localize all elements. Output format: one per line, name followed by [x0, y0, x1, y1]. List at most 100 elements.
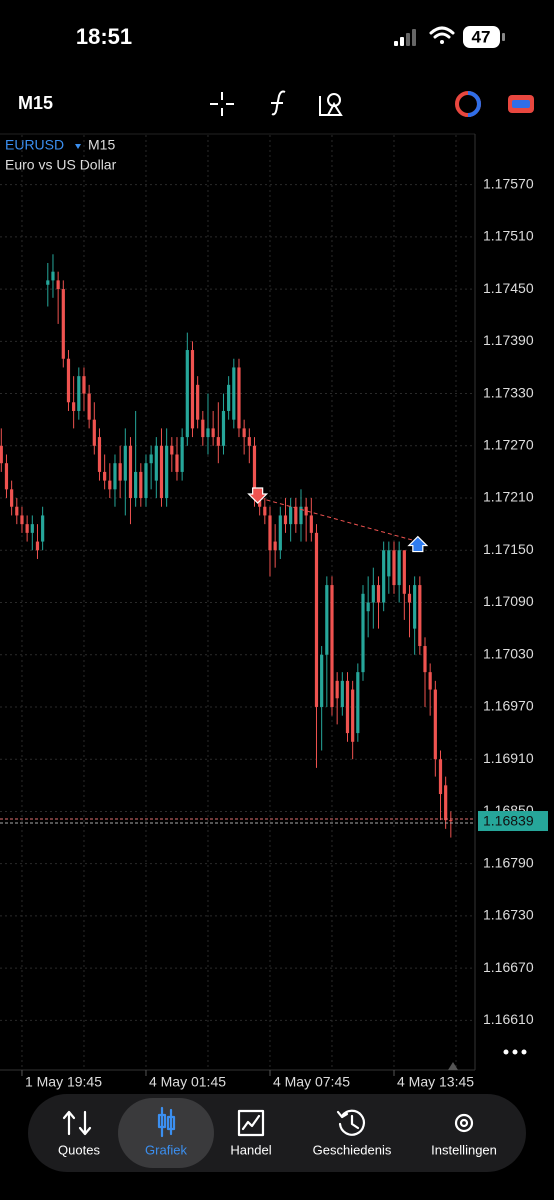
candle-body: [4, 463, 9, 490]
candle-body: [335, 680, 339, 699]
candle-body: [46, 280, 50, 285]
x-tick-label: 4 May 01:45: [149, 1074, 226, 1090]
candle-body: [309, 515, 313, 533]
candle-body: [444, 785, 448, 821]
symbol-description: Euro vs US Dollar: [5, 157, 117, 173]
candle-body: [66, 358, 71, 403]
candle-body: [77, 376, 81, 411]
tab-items: Quotes Grafiek Handel Geschiedenis Instellin…: [58, 1098, 497, 1168]
candle-body: [108, 480, 112, 490]
candle-body: [134, 471, 138, 499]
candle-body: [407, 593, 412, 603]
objects-button[interactable]: [319, 93, 343, 116]
battery-level: 47: [472, 27, 491, 46]
tab-icon[interactable]: [62, 1110, 92, 1136]
y-tick-label: 1.16670: [483, 959, 534, 975]
y-tick-label: 1.17510: [483, 228, 534, 244]
candle-body: [273, 541, 277, 551]
candle-body: [51, 271, 55, 281]
candle-body: [449, 820, 453, 822]
candle-body: [61, 289, 65, 359]
tab-label[interactable]: Geschiedenis: [313, 1142, 392, 1157]
candle-body: [252, 445, 257, 499]
candle-body: [330, 585, 334, 707]
candle-body: [433, 689, 437, 760]
chart-timeframe: M15: [88, 137, 115, 153]
sell-arrow: [247, 487, 269, 504]
buy-arrow: [407, 535, 429, 553]
candle-body: [304, 506, 308, 516]
candle-body: [361, 593, 365, 673]
candle-body: [92, 419, 96, 446]
tab-bar: [28, 1094, 526, 1172]
more-button[interactable]: [503, 1049, 527, 1055]
tab-label[interactable]: Quotes: [58, 1142, 100, 1157]
candle-body: [314, 532, 319, 707]
tab-icon[interactable]: [237, 1109, 265, 1137]
candle-body: [392, 550, 396, 586]
candle-body: [366, 602, 370, 612]
tab-active-bg: [118, 1098, 214, 1168]
timeframe-button[interactable]: M15: [18, 93, 53, 113]
candle-body: [123, 445, 127, 481]
y-tick-label: 1.17090: [483, 593, 534, 609]
signal-icon: [394, 29, 416, 46]
plot-area: [0, 135, 475, 1070]
symbol-dropdown[interactable]: [75, 144, 81, 149]
tab-icon[interactable]: [157, 1106, 176, 1138]
candle-body: [325, 585, 329, 655]
candle-body: [103, 471, 107, 481]
candle-body: [82, 376, 86, 394]
candle-body: [283, 515, 288, 525]
y-tick-label: 1.17270: [483, 436, 534, 452]
candle-body: [268, 515, 272, 551]
y-tick-label: 1.17330: [483, 384, 534, 400]
tab-icon[interactable]: [336, 1109, 366, 1136]
candle-body: [149, 454, 153, 464]
candle-body: [351, 689, 355, 742]
candle-body: [185, 350, 189, 438]
y-tick-label: 1.16970: [483, 698, 534, 714]
y-tick-label: 1.17210: [483, 489, 534, 505]
candle-body: [387, 550, 391, 577]
trade-button[interactable]: [455, 91, 481, 117]
candle-body: [294, 506, 298, 525]
candle-body: [113, 463, 117, 490]
candle-body: [227, 384, 231, 411]
candle-body: [376, 585, 381, 603]
candle-body: [190, 350, 195, 429]
x-tick-label: 1 May 19:45: [25, 1074, 102, 1090]
candle-body: [258, 498, 262, 507]
candle-body: [263, 506, 267, 516]
tab-label[interactable]: Instellingen: [431, 1142, 497, 1157]
candle-body: [221, 410, 226, 446]
tab-icon[interactable]: [454, 1113, 474, 1133]
account-button[interactable]: [508, 95, 534, 113]
candle-body: [25, 524, 29, 533]
crosshair-button[interactable]: [210, 92, 234, 116]
candle-body: [201, 419, 205, 438]
y-tick-label: 1.16910: [483, 750, 534, 766]
candle-body: [438, 759, 443, 795]
tab-label[interactable]: Grafiek: [145, 1142, 187, 1157]
symbol[interactable]: EURUSD: [5, 137, 64, 153]
candle-body: [345, 680, 350, 734]
candle-body: [30, 524, 34, 533]
tab-label[interactable]: Handel: [230, 1142, 271, 1157]
candle-body: [247, 437, 251, 446]
candle-body: [418, 585, 422, 647]
candle-body: [35, 541, 40, 551]
candle-body: [0, 445, 3, 464]
candle-body: [211, 428, 215, 438]
indicators-button[interactable]: [271, 90, 286, 116]
candle-body: [356, 672, 360, 734]
candle-body: [237, 367, 241, 429]
candle-body: [242, 428, 246, 438]
candle-body: [180, 437, 184, 472]
y-tick-label: 1.16730: [483, 907, 534, 923]
y-tick-label: 1.17390: [483, 332, 534, 348]
candle-body: [289, 506, 293, 525]
price-label-box: [478, 811, 548, 832]
candle-body: [128, 445, 133, 499]
